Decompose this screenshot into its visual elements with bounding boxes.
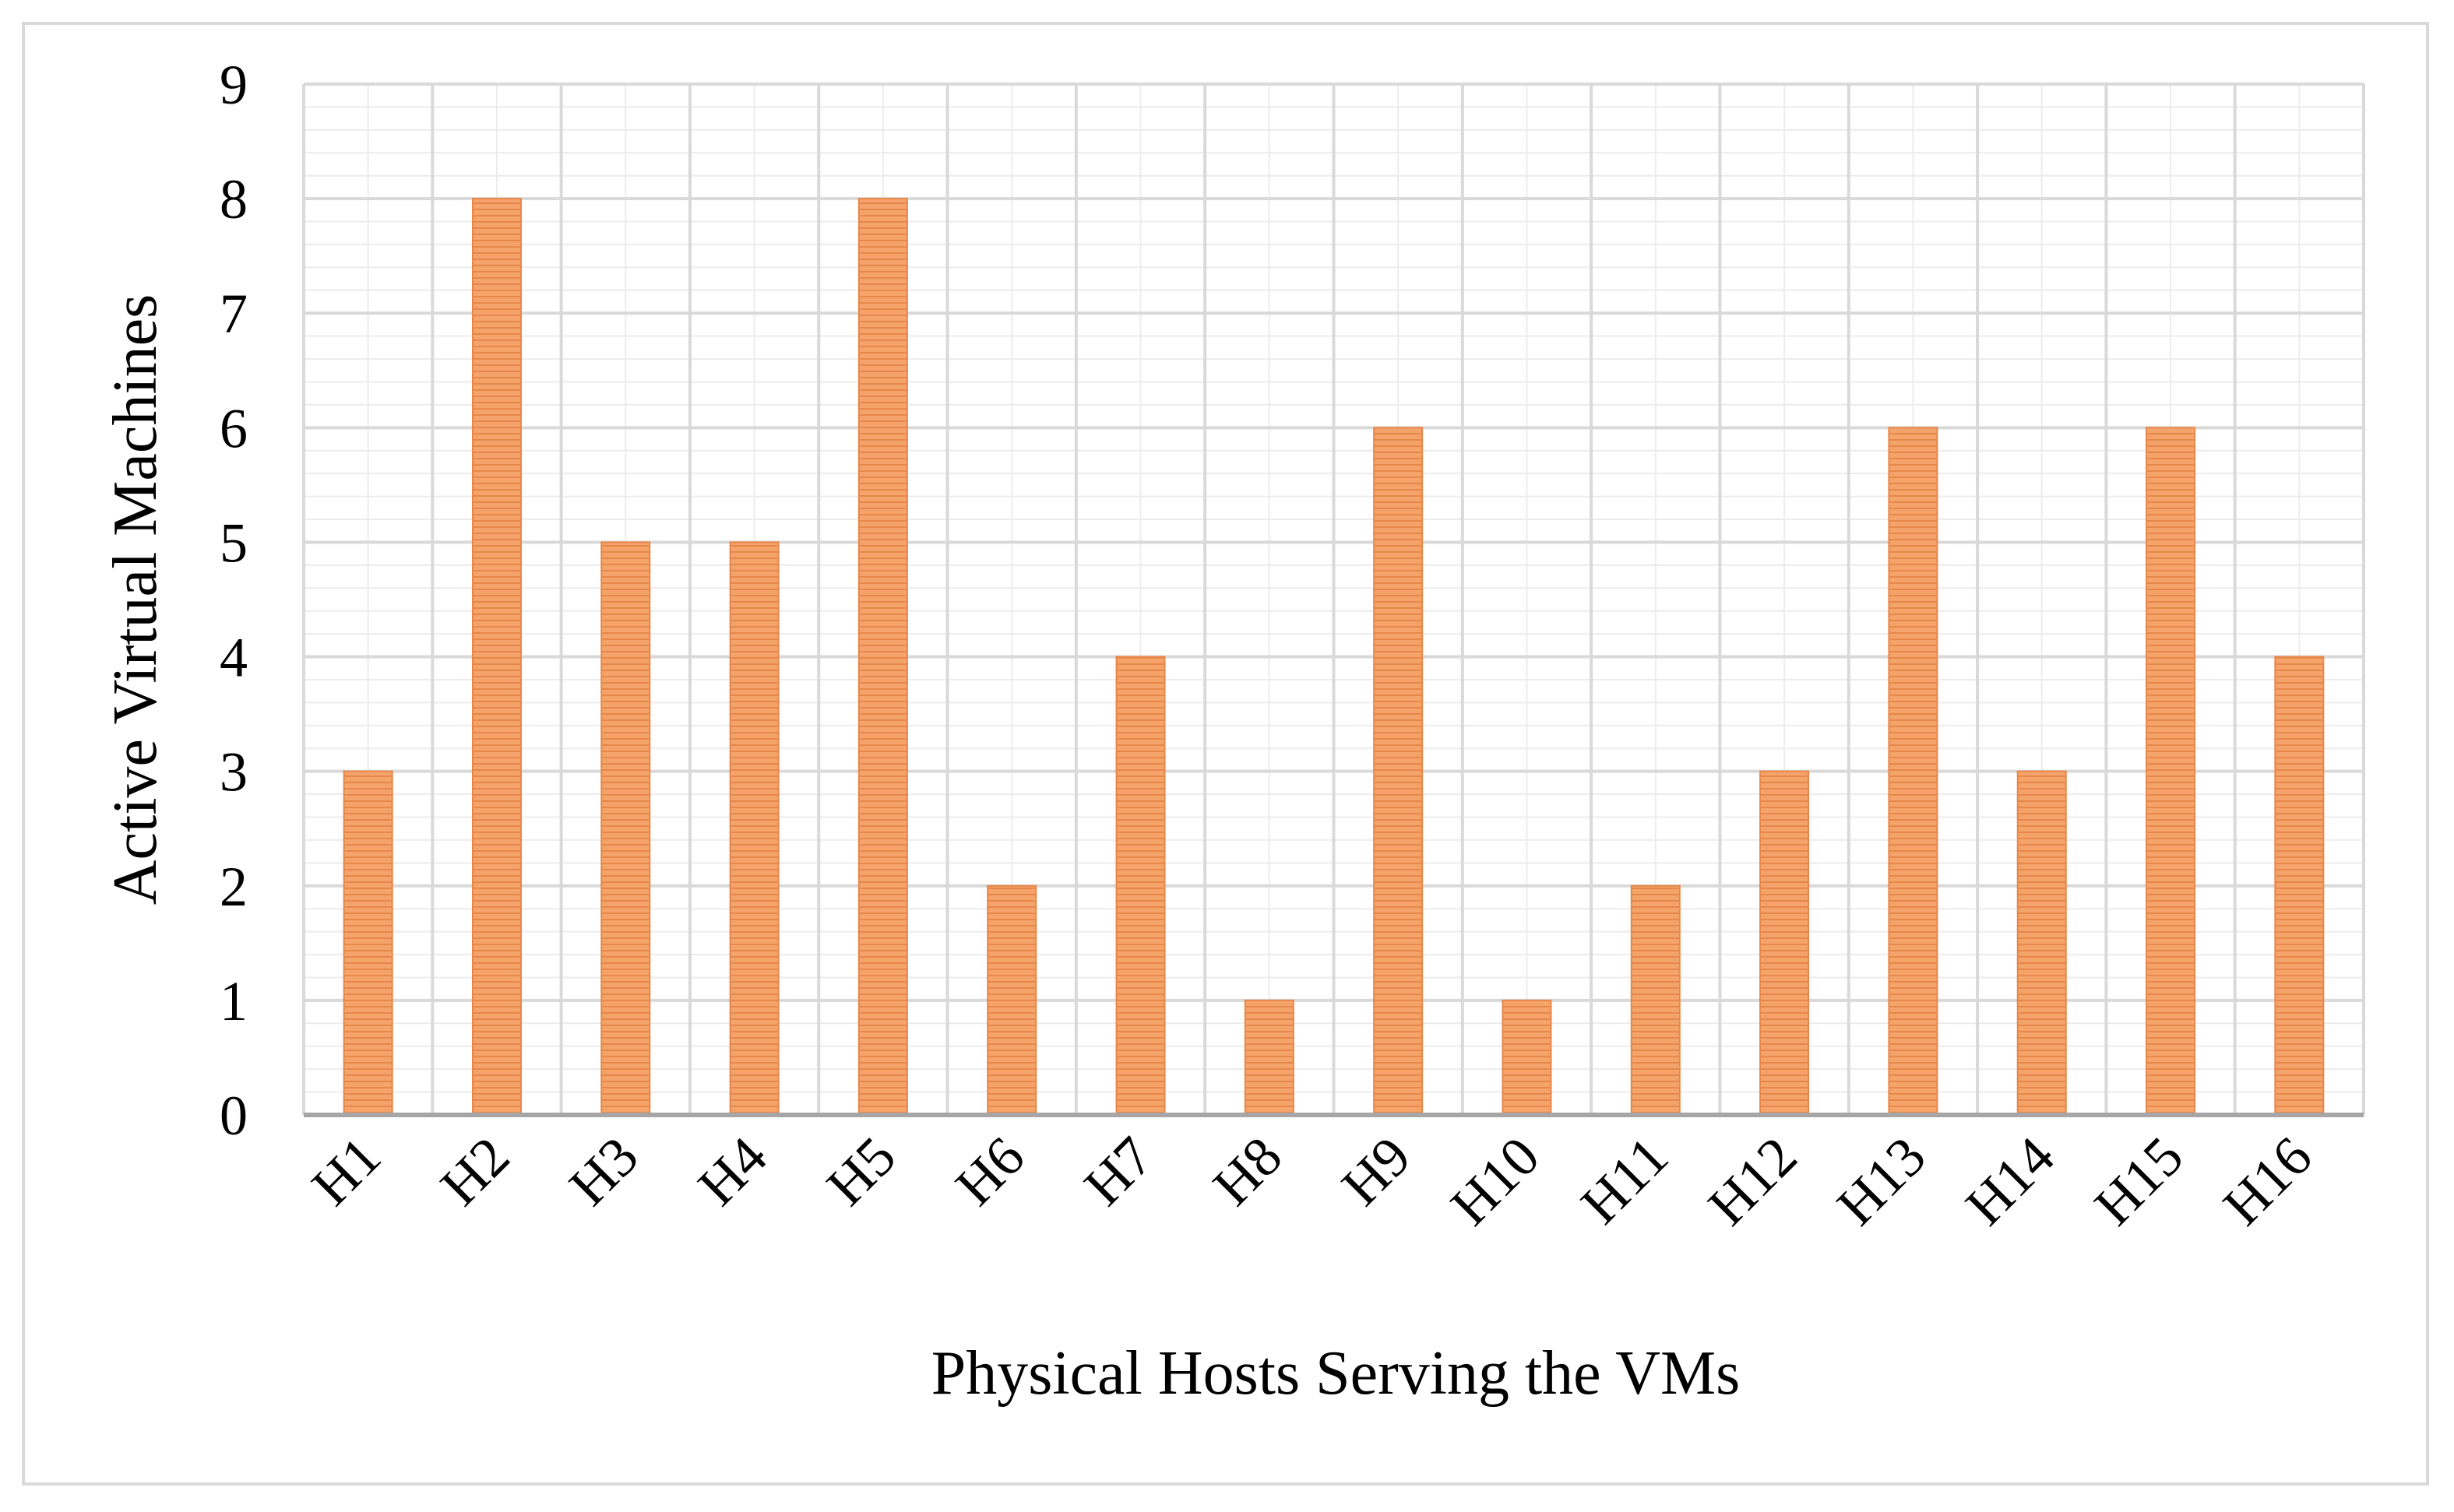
bar-H13 bbox=[1888, 427, 1938, 1116]
x-tick-label: H7 bbox=[1072, 1125, 1165, 1218]
y-tick-labels: 0 1 2 3 4 5 6 7 8 9 bbox=[220, 54, 248, 1147]
bar-H11 bbox=[1630, 884, 1681, 1116]
y-tick-label: 9 bbox=[220, 54, 248, 116]
x-tick-label: H13 bbox=[1825, 1125, 1937, 1237]
x-tick-label: H12 bbox=[1696, 1125, 1808, 1237]
bar-H10 bbox=[1502, 999, 1552, 1116]
x-axis-title: Physical Hosts Serving the VMs bbox=[931, 1339, 1741, 1408]
bar-H2 bbox=[471, 198, 522, 1116]
y-tick-label: 4 bbox=[220, 627, 248, 689]
x-tick-label: H15 bbox=[2083, 1125, 2195, 1237]
bar-H7 bbox=[1115, 656, 1166, 1116]
y-tick-label: 7 bbox=[220, 283, 248, 345]
x-tick-label: H16 bbox=[2211, 1125, 2323, 1237]
y-tick-label: 2 bbox=[220, 856, 248, 918]
x-tick-label: H14 bbox=[1954, 1125, 2066, 1237]
y-tick-label: 5 bbox=[220, 512, 248, 574]
bar-H12 bbox=[1759, 770, 1810, 1116]
chart-frame bbox=[22, 22, 2429, 1486]
bar-H6 bbox=[987, 884, 1037, 1116]
y-tick-label: 8 bbox=[220, 168, 248, 230]
x-tick-label: H5 bbox=[815, 1125, 907, 1218]
bar-H9 bbox=[1373, 427, 1424, 1116]
y-tick-label: 0 bbox=[220, 1085, 248, 1147]
y-tick-label: 3 bbox=[220, 741, 248, 803]
y-tick-label: 6 bbox=[220, 397, 248, 459]
x-tick-label: H10 bbox=[1439, 1125, 1551, 1237]
bar-H4 bbox=[729, 541, 780, 1116]
bar-H16 bbox=[2274, 656, 2325, 1116]
bar-H15 bbox=[2146, 427, 2196, 1116]
bar-H14 bbox=[2016, 770, 2067, 1116]
x-tick-label: H11 bbox=[1569, 1125, 1680, 1236]
x-tick-label: H8 bbox=[1201, 1125, 1294, 1218]
bar-H3 bbox=[600, 541, 651, 1116]
bar-H1 bbox=[343, 770, 393, 1116]
bars bbox=[343, 198, 2325, 1116]
x-tick-label: H3 bbox=[558, 1125, 650, 1218]
x-tick-label: H4 bbox=[686, 1125, 779, 1218]
y-axis-title: Active Virtual Machines bbox=[101, 294, 170, 905]
bar-H8 bbox=[1244, 999, 1294, 1116]
x-tick-label: H9 bbox=[1330, 1125, 1423, 1218]
bar-H5 bbox=[857, 198, 908, 1116]
x-tick-label: H1 bbox=[300, 1125, 393, 1218]
x-tick-labels: H1 H2 H3 H4 H5 H6 H7 H8 H9 H10 H11 H12 H13 H14 H15 H16 bbox=[300, 1125, 2323, 1237]
y-tick-label: 1 bbox=[220, 970, 248, 1032]
x-tick-label: H2 bbox=[428, 1125, 521, 1218]
x-tick-label: H6 bbox=[944, 1125, 1037, 1218]
